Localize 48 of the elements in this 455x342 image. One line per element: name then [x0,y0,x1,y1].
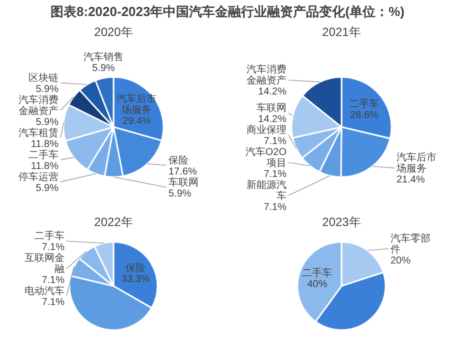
slice-label: 汽车O2O项目 [245,146,287,169]
slice-label: 汽车销售 [84,51,124,63]
data-label: 29.4% [122,116,151,127]
slice-label: 汽车消费金融资产 [18,94,58,117]
data-label: 7.1% [42,297,65,308]
slice-label: 二手车 [302,267,332,280]
data-label: 5.9% [168,188,192,200]
data-label: 5.9% [92,63,116,74]
slice-label: 汽车消费金融资产 [246,64,286,87]
data-label: 21.4% [396,174,425,186]
slice-label: 互联网金融 [24,252,64,276]
data-label: 20% [390,255,411,266]
data-label: 5.9% [36,116,59,128]
slice-label: 车联网 [168,176,198,188]
slice-label: 二手车 [349,98,380,110]
slice-label: 二手车 [34,230,64,242]
data-label: 11.8% [30,160,59,172]
slice-label: 汽车零部件 [390,232,430,256]
slice-label: 电动汽车 [24,285,64,298]
chart-title: 2021年 [322,25,361,39]
data-label: 5.9% [36,84,59,95]
slice-label: 车联网 [256,102,286,114]
slice-label: 停车运营 [18,170,58,183]
slice-label: 保险 [168,154,188,166]
data-label: 7.1% [264,202,287,213]
data-label: 7.1% [42,242,65,254]
data-label: 5.9% [36,182,59,194]
slice-label: 区块链 [28,72,58,84]
data-label: 14.2% [258,114,287,125]
data-label: 40% [307,279,328,290]
slice-label: 二手车 [28,148,58,161]
data-label: 7.1% [42,275,65,286]
chart-title: 2023年 [322,215,361,229]
data-label: 28.6% [350,110,379,121]
data-label: 33.3% [121,274,150,286]
data-label: 7.1% [264,136,287,147]
chart-title: 2022年 [94,215,133,229]
slice-label: 汽车后市场服务 [396,151,436,174]
slice-label: 保险 [126,262,146,274]
data-label: 17.6% [168,166,197,178]
slice-label: 汽车租赁 [18,126,58,139]
text: 图表8:2020-2023年中国汽车金融行业融资产品变化(单位：%) [50,4,404,19]
data-label: 7.1% [264,169,287,180]
slice-label: 商业保理 [246,124,286,136]
slice-label: 新能源汽车 [246,179,286,202]
chart-title: 2020年 [94,25,133,39]
data-label: 14.2% [258,86,287,98]
data-label: 11.8% [30,138,59,150]
